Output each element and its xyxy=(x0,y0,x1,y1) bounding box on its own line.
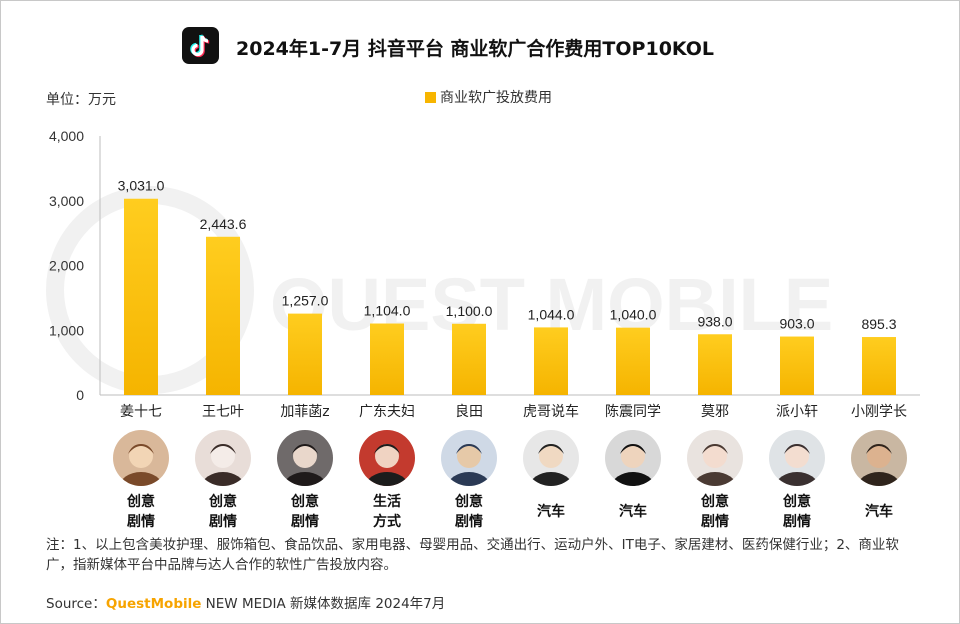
legend-label: 商业软广投放费用 xyxy=(440,90,552,106)
bar xyxy=(206,236,240,395)
unit-label: 单位：万元 xyxy=(46,92,116,108)
kol-avatar xyxy=(359,430,415,486)
kol-category: 创意 剧情 xyxy=(265,492,345,532)
bar xyxy=(288,313,322,395)
kol-category: 创意 剧情 xyxy=(183,492,263,532)
kol-category-line1: 创意 xyxy=(209,494,237,510)
kol-avatar xyxy=(605,430,661,486)
kol-avatar xyxy=(441,430,497,486)
x-tick-label: 虎哥说车 xyxy=(523,403,579,420)
bar xyxy=(370,323,404,395)
x-tick-label: 广东夫妇 xyxy=(359,403,415,420)
source-suffix: NEW MEDIA 新媒体数据库 2024年7月 xyxy=(201,596,446,612)
kol-category-line2: 剧情 xyxy=(701,514,729,530)
kol-category: 汽车 xyxy=(511,502,591,522)
data-label: 1,100.0 xyxy=(446,303,493,319)
x-tick-label: 姜十七 xyxy=(120,404,162,420)
kol-category-line2: 剧情 xyxy=(783,514,811,530)
bar xyxy=(616,327,650,395)
kol-category-line2: 方式 xyxy=(373,514,401,530)
kol-avatar xyxy=(523,430,579,486)
kol-category-line2: 剧情 xyxy=(127,514,155,530)
data-label: 895.3 xyxy=(861,316,896,332)
kol-category-line1: 创意 xyxy=(127,494,155,510)
x-tick-label: 派小轩 xyxy=(776,404,818,420)
x-tick-label: 加菲菡z xyxy=(280,404,329,420)
kol-category: 汽车 xyxy=(839,502,919,522)
data-label: 1,044.0 xyxy=(528,306,575,322)
kol-category-line1: 汽车 xyxy=(537,504,565,520)
kol-avatar xyxy=(113,430,169,486)
source-line: Source：QuestMobile NEW MEDIA 新媒体数据库 2024… xyxy=(46,592,445,612)
bar-chart: 0 1,000 2,000 3,000 4,000 3,031.0 姜十七 2,443.6 王七… xyxy=(49,128,920,420)
source-prefix: Source： xyxy=(46,596,106,612)
data-label: 1,257.0 xyxy=(282,293,329,309)
kol-category: 创意 剧情 xyxy=(757,492,837,532)
kol-category: 生活 方式 xyxy=(347,492,427,532)
data-label: 938.0 xyxy=(697,313,732,329)
data-label: 1,040.0 xyxy=(610,307,657,323)
tiktok-logo-icon xyxy=(182,27,219,64)
x-tick-label: 小刚学长 xyxy=(851,404,907,420)
kol-category-line1: 生活 xyxy=(373,494,401,510)
bar xyxy=(452,323,486,395)
bar xyxy=(534,327,568,395)
footnote: 注：1、以上包含美妆护理、服饰箱包、食品饮品、家用电器、母婴用品、交通出行、运动… xyxy=(46,537,899,573)
x-tick-label: 王七叶 xyxy=(202,404,244,420)
x-tick-label: 良田 xyxy=(455,404,483,420)
kol-avatar xyxy=(769,430,825,486)
y-tick-label: 1,000 xyxy=(49,322,84,338)
data-label: 2,443.6 xyxy=(200,216,247,232)
bar xyxy=(862,337,896,395)
x-tick-label: 陈震同学 xyxy=(605,403,661,420)
kol-category: 创意 剧情 xyxy=(101,492,181,532)
kol-avatar xyxy=(277,430,333,486)
kol-avatar xyxy=(195,430,251,486)
chart-title: 2024年1-7月 抖音平台 商业软广合作费用TOP10KOL xyxy=(236,38,715,60)
kol-category-line1: 创意 xyxy=(701,494,729,510)
kol-category-line2: 剧情 xyxy=(209,514,237,530)
kol-category-line2: 剧情 xyxy=(455,514,483,530)
kol-avatar xyxy=(687,430,743,486)
kol-category-line2: 剧情 xyxy=(291,514,319,530)
kol-category-line1: 创意 xyxy=(291,494,319,510)
legend: 商业软广投放费用 xyxy=(425,87,552,107)
y-tick-label: 4,000 xyxy=(49,128,84,144)
kol-category-line1: 汽车 xyxy=(865,504,893,520)
kol-avatar xyxy=(851,430,907,486)
bar xyxy=(780,336,814,395)
bar xyxy=(124,198,158,395)
y-tick-label: 0 xyxy=(76,387,84,403)
kol-category-line1: 创意 xyxy=(455,494,483,510)
kol-category: 汽车 xyxy=(593,502,673,522)
source-brand: QuestMobile xyxy=(105,596,202,612)
kol-category-line1: 创意 xyxy=(783,494,811,510)
kol-category: 创意 剧情 xyxy=(675,492,755,532)
data-label: 1,104.0 xyxy=(364,303,411,319)
data-label: 903.0 xyxy=(779,316,814,332)
legend-swatch xyxy=(425,91,436,103)
kol-category: 创意 剧情 xyxy=(429,492,509,532)
bar xyxy=(698,334,732,395)
y-tick-label: 2,000 xyxy=(49,258,84,274)
x-tick-label: 莫邪 xyxy=(701,404,729,420)
y-tick-label: 3,000 xyxy=(49,193,84,209)
data-label: 3,031.0 xyxy=(118,178,165,194)
kol-category-line1: 汽车 xyxy=(619,504,647,520)
